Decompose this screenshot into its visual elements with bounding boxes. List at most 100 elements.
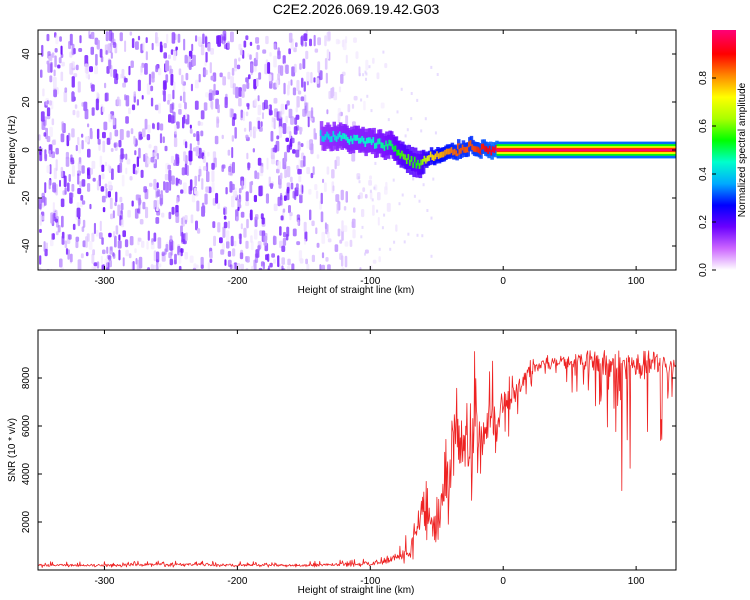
noise-cell <box>96 180 100 191</box>
noise-cell <box>249 41 253 46</box>
noise-cell <box>46 165 51 174</box>
noise-cell <box>105 31 109 42</box>
noise-cell <box>134 150 137 156</box>
track-core <box>358 137 362 144</box>
noise-cell <box>199 121 204 126</box>
noise-cell <box>59 36 62 42</box>
track-core <box>340 135 344 141</box>
noise-cell <box>93 262 98 267</box>
noise-cell <box>223 215 227 220</box>
noise-cell <box>77 136 80 145</box>
noise-cell <box>148 144 152 149</box>
noise-cell <box>61 231 65 239</box>
noise-cell <box>345 54 348 64</box>
noise-cell <box>112 115 116 126</box>
noise-cell <box>69 253 73 263</box>
noise-speck <box>382 50 385 54</box>
track-core <box>479 148 483 155</box>
noise-speck <box>378 247 381 251</box>
noise-cell <box>246 218 249 229</box>
noise-cell <box>72 109 76 116</box>
noise-cell <box>47 63 51 73</box>
noise-cell <box>259 269 262 270</box>
noise-cell <box>315 77 320 84</box>
noise-cell <box>90 31 95 40</box>
noise-speck <box>358 73 361 77</box>
noise-cell <box>59 269 63 270</box>
noise-cell <box>183 151 187 162</box>
noise-cell <box>306 110 311 119</box>
noise-cell <box>153 200 157 210</box>
noise-cell <box>231 195 235 208</box>
noise-cell <box>240 263 244 270</box>
noise-cell <box>52 233 55 240</box>
noise-cell <box>223 208 226 215</box>
noise-cell <box>334 159 337 170</box>
noise-cell <box>134 170 138 175</box>
noise-cell <box>303 238 307 245</box>
noise-cell <box>246 152 249 160</box>
noise-cell <box>101 237 104 245</box>
noise-cell <box>303 155 306 167</box>
spectrogram-x-tick-label: -200 <box>227 276 247 287</box>
track-core <box>370 139 374 145</box>
noise-cell <box>42 215 45 221</box>
noise-speck <box>360 235 363 239</box>
noise-cell <box>94 66 98 75</box>
noise-cell <box>327 231 330 239</box>
spectrogram-y-label: Frequency (Hz) <box>7 116 18 185</box>
noise-cell <box>77 162 82 171</box>
spectrogram-x-tick-label: -100 <box>360 276 380 287</box>
noise-cell <box>280 215 284 221</box>
noise-cell <box>237 198 241 209</box>
noise-cell <box>317 37 321 46</box>
noise-cell <box>306 71 310 83</box>
track-core <box>434 153 438 160</box>
noise-cell <box>259 185 264 196</box>
noise-cell <box>105 187 108 199</box>
noise-cell <box>77 81 81 93</box>
noise-cell <box>167 54 171 60</box>
noise-cell <box>260 121 263 127</box>
noise-cell <box>102 140 106 153</box>
noise-cell <box>138 256 143 269</box>
noise-cell <box>81 200 86 205</box>
noise-cell <box>258 72 262 80</box>
noise-cell <box>269 183 274 188</box>
noise-cell <box>200 110 205 120</box>
noise-cell <box>243 127 247 132</box>
noise-cell <box>180 217 183 225</box>
noise-cell <box>167 100 170 105</box>
noise-cell <box>165 60 170 72</box>
noise-cell <box>334 244 339 252</box>
noise-cell <box>385 181 388 191</box>
noise-cell <box>215 192 219 204</box>
noise-cell <box>117 240 122 249</box>
noise-cell <box>307 116 310 128</box>
noise-cell <box>317 61 321 73</box>
noise-cell <box>234 58 237 69</box>
noise-cell <box>222 226 226 238</box>
noise-cell <box>39 255 42 265</box>
noise-cell <box>262 261 265 270</box>
noise-cell <box>231 135 234 142</box>
noise-cell <box>292 228 297 237</box>
noise-cell <box>160 190 163 199</box>
noise-cell <box>110 213 114 220</box>
noise-cell <box>286 100 290 106</box>
noise-cell <box>67 182 70 192</box>
noise-cell <box>200 44 205 56</box>
spectrogram-x-tick-label: 100 <box>628 276 645 287</box>
noise-cell <box>297 168 301 175</box>
noise-cell <box>194 100 199 110</box>
noise-cell <box>295 42 298 48</box>
noise-cell <box>100 56 104 63</box>
noise-cell <box>169 235 173 242</box>
noise-speck <box>398 202 401 206</box>
noise-cell <box>48 55 52 61</box>
noise-cell <box>132 261 135 270</box>
noise-cell <box>351 103 355 109</box>
noise-cell <box>138 147 141 159</box>
noise-cell <box>221 134 224 140</box>
noise-cell <box>324 58 328 70</box>
